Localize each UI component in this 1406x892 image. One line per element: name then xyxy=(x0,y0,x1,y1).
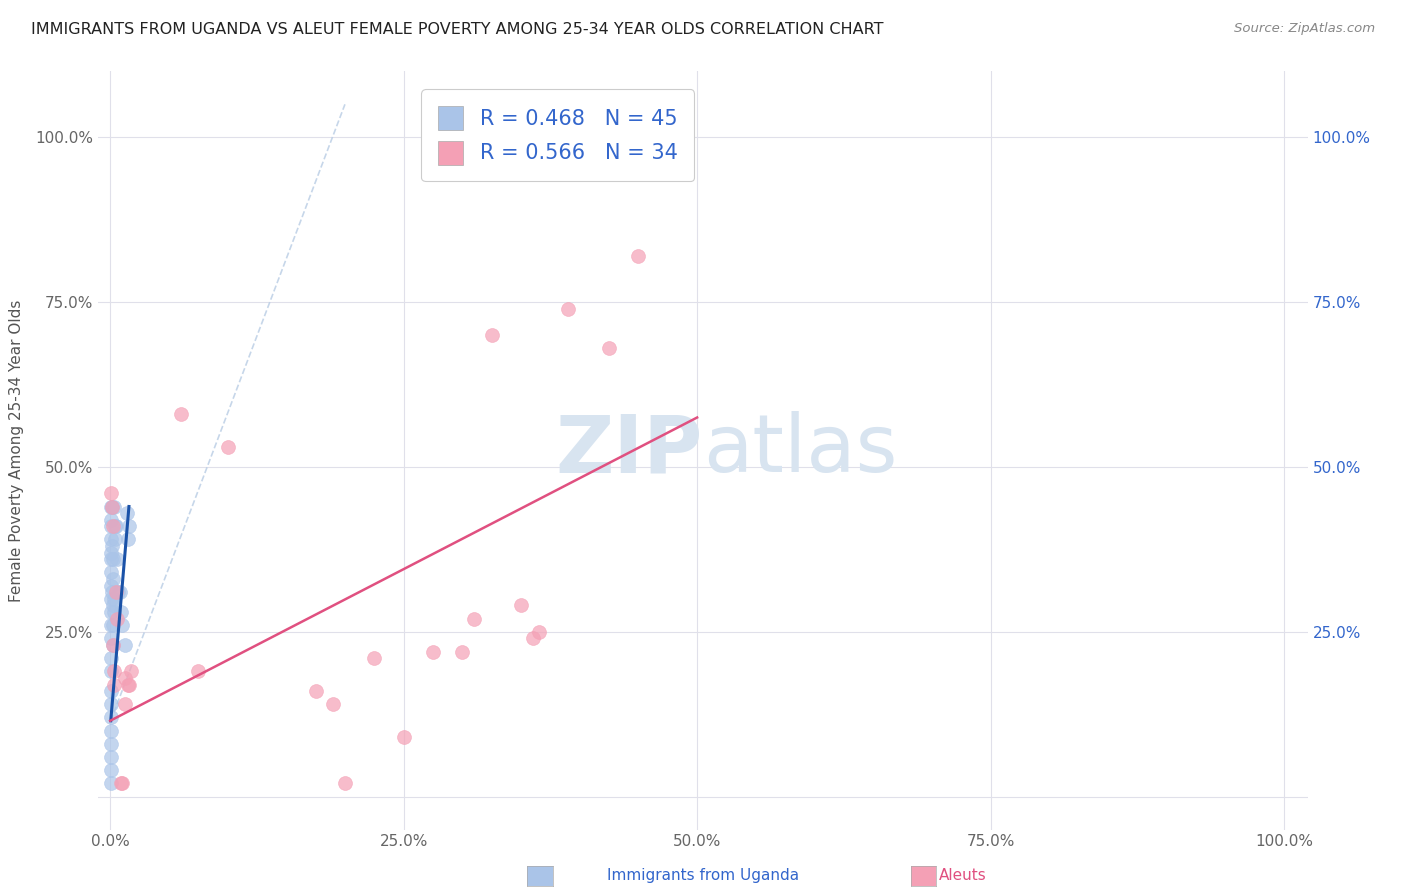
Point xyxy=(101,552,124,566)
Point xyxy=(100,519,122,533)
Point xyxy=(627,249,650,263)
Text: ZIP: ZIP xyxy=(555,411,703,490)
Point xyxy=(100,776,122,790)
Point xyxy=(598,341,620,355)
Point xyxy=(103,677,125,691)
Point xyxy=(101,599,124,613)
Point xyxy=(103,591,125,606)
Point xyxy=(114,671,136,685)
Point xyxy=(120,665,142,679)
Point xyxy=(100,710,122,724)
Point xyxy=(100,684,122,698)
Point xyxy=(100,698,122,712)
Point xyxy=(118,677,141,691)
Point xyxy=(105,519,128,533)
Point xyxy=(110,605,132,619)
Point xyxy=(100,737,122,751)
Point xyxy=(217,440,239,454)
Point xyxy=(103,605,125,619)
Point xyxy=(111,776,134,790)
Point xyxy=(104,533,127,547)
Point xyxy=(451,644,474,658)
Text: Immigrants from Uganda: Immigrants from Uganda xyxy=(607,869,799,883)
Point xyxy=(657,130,679,145)
Point xyxy=(118,519,141,533)
Legend: R = 0.468   N = 45, R = 0.566   N = 34: R = 0.468 N = 45, R = 0.566 N = 34 xyxy=(422,89,695,181)
Point xyxy=(100,533,122,547)
Point xyxy=(169,407,191,421)
Point xyxy=(101,638,124,652)
Point xyxy=(105,552,128,566)
Point xyxy=(100,665,122,679)
Text: IMMIGRANTS FROM UGANDA VS ALEUT FEMALE POVERTY AMONG 25-34 YEAR OLDS CORRELATION: IMMIGRANTS FROM UGANDA VS ALEUT FEMALE P… xyxy=(31,22,883,37)
Text: Source: ZipAtlas.com: Source: ZipAtlas.com xyxy=(1234,22,1375,36)
Point xyxy=(527,624,550,639)
Point xyxy=(101,539,124,553)
Point xyxy=(101,638,124,652)
Point xyxy=(100,750,122,764)
Point xyxy=(557,301,579,316)
Point xyxy=(100,513,122,527)
Point xyxy=(304,684,326,698)
Point xyxy=(101,585,124,599)
Point xyxy=(101,519,124,533)
Text: Aleuts: Aleuts xyxy=(939,869,987,883)
Point xyxy=(510,599,533,613)
Point xyxy=(100,763,122,777)
Point xyxy=(103,500,125,514)
Point xyxy=(392,731,415,745)
Point xyxy=(363,651,385,665)
Point xyxy=(107,585,129,599)
Point xyxy=(100,632,122,646)
Point xyxy=(114,638,136,652)
Point xyxy=(333,776,356,790)
Point xyxy=(101,572,124,586)
Point xyxy=(104,519,127,533)
Point xyxy=(115,506,138,520)
Point xyxy=(111,618,134,632)
Point xyxy=(422,644,444,658)
Point xyxy=(108,585,131,599)
Point xyxy=(117,677,139,691)
Point xyxy=(101,618,124,632)
Point xyxy=(481,328,503,343)
Point xyxy=(110,776,132,790)
Point xyxy=(100,566,122,580)
Point xyxy=(100,579,122,593)
Point xyxy=(100,546,122,560)
Point xyxy=(117,533,139,547)
Point xyxy=(100,605,122,619)
Point xyxy=(101,500,124,514)
Y-axis label: Female Poverty Among 25-34 Year Olds: Female Poverty Among 25-34 Year Olds xyxy=(10,300,24,601)
Point xyxy=(322,698,344,712)
Point xyxy=(101,500,124,514)
Point xyxy=(100,486,122,500)
Point xyxy=(100,723,122,738)
Point xyxy=(100,651,122,665)
Text: atlas: atlas xyxy=(703,411,897,490)
Point xyxy=(463,611,485,625)
Point xyxy=(100,591,122,606)
Point xyxy=(100,618,122,632)
Point xyxy=(187,665,209,679)
Point xyxy=(103,665,125,679)
Point xyxy=(522,632,544,646)
Point xyxy=(100,552,122,566)
Point xyxy=(114,698,136,712)
Point xyxy=(105,611,128,625)
Point xyxy=(105,585,128,599)
Point xyxy=(100,500,122,514)
